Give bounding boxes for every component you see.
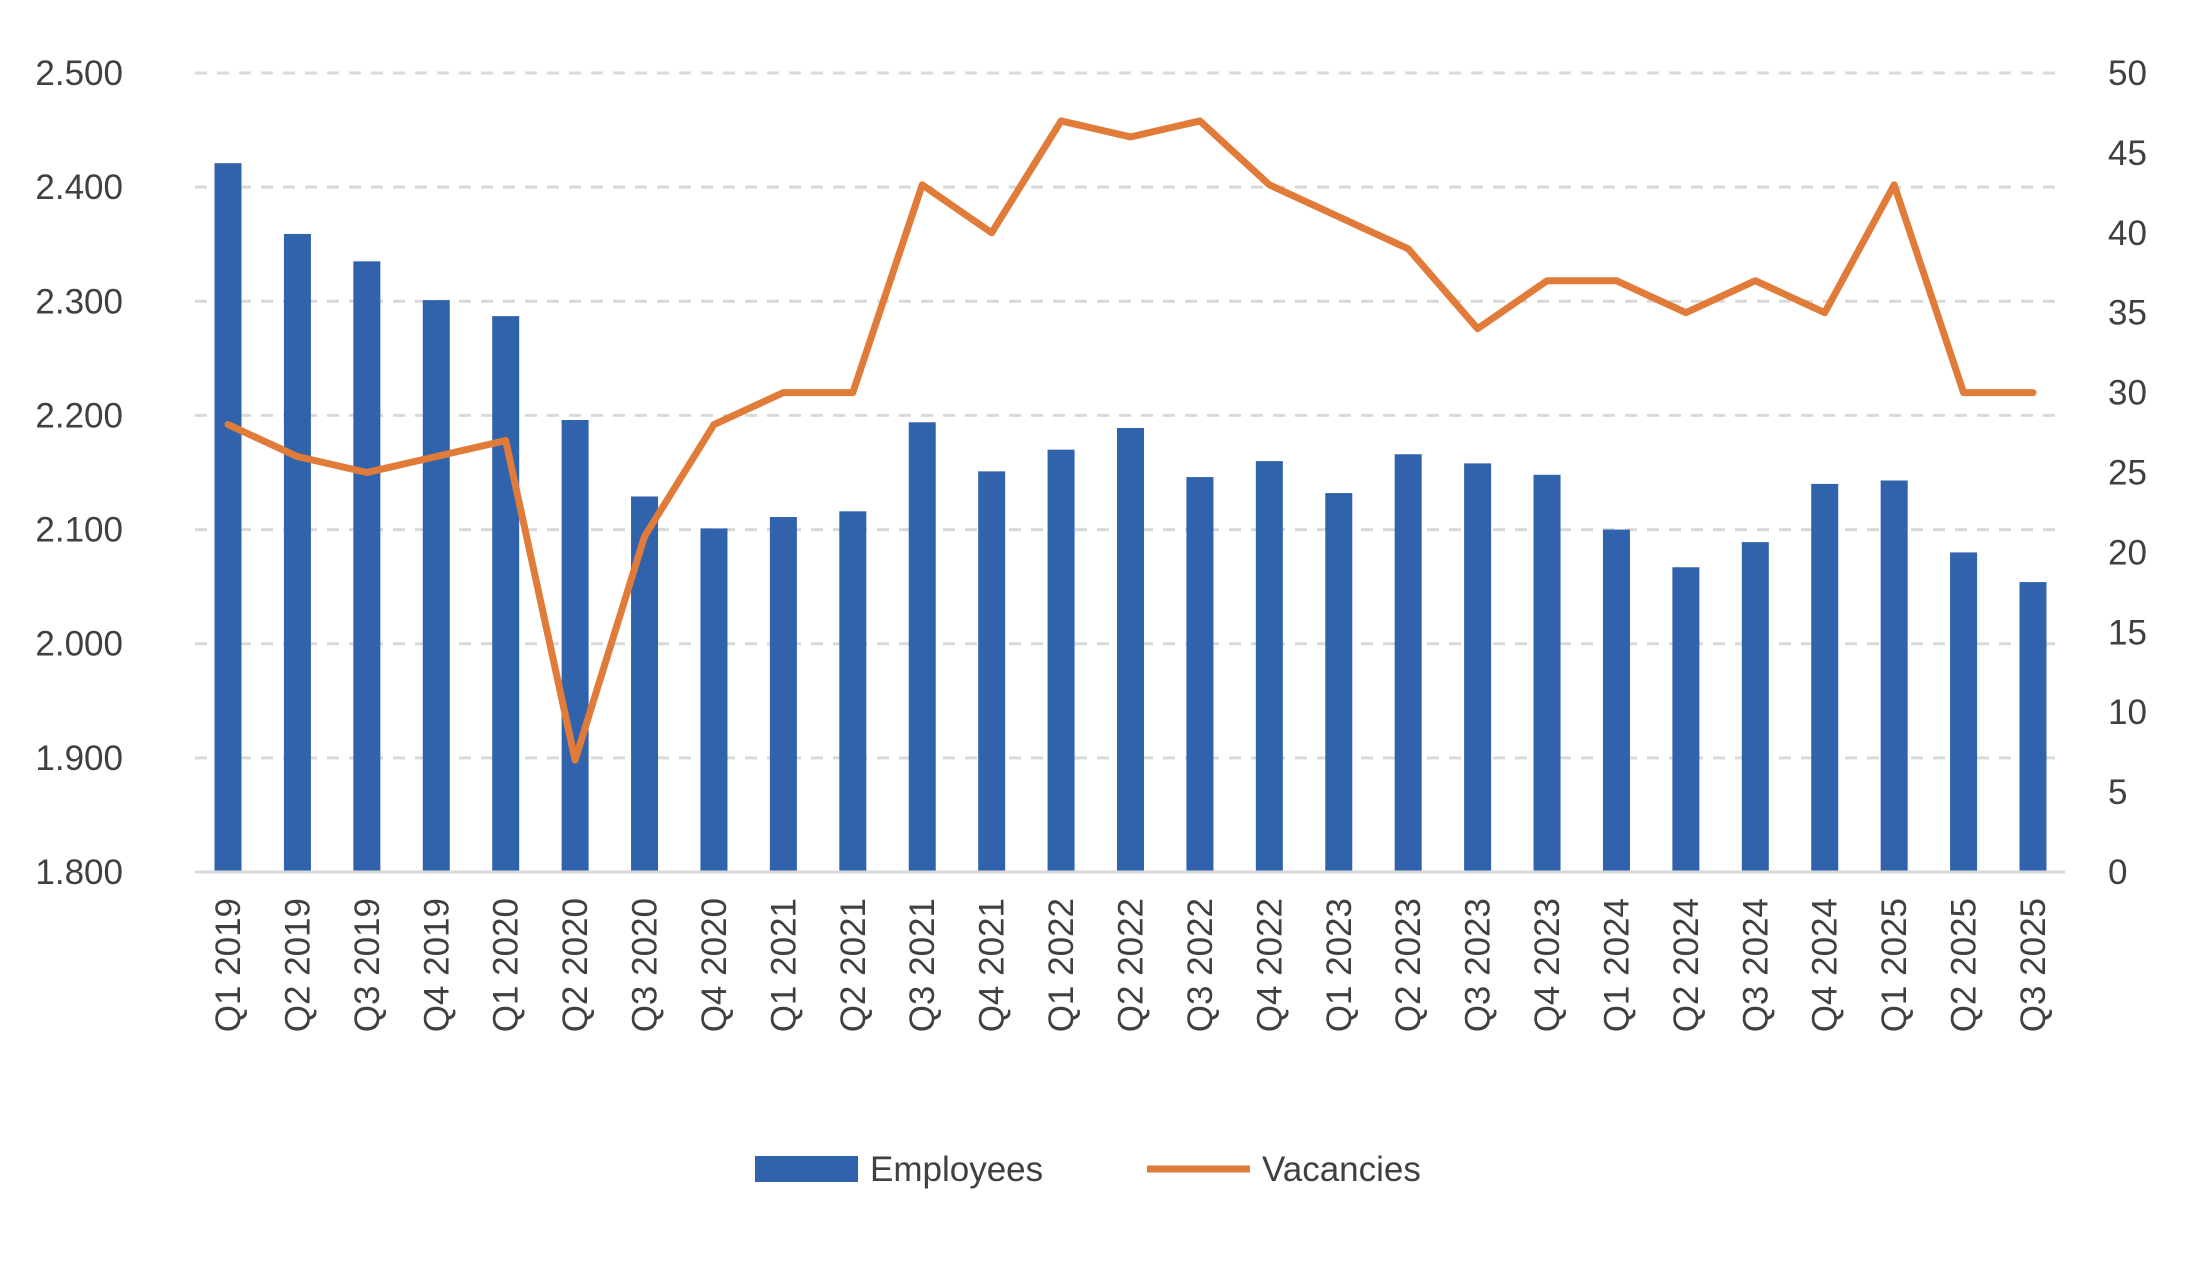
legend-employees-swatch (755, 1156, 858, 1182)
x-tick-label: Q1 2024 (1597, 898, 1636, 1032)
right-axis-ticks: 0 5 10 15 20 25 30 35 40 45 50 (2108, 54, 2147, 892)
right-tick-label: 20 (2108, 533, 2147, 572)
right-tick-label: 35 (2108, 294, 2147, 333)
right-tick-label: 25 (2108, 454, 2147, 493)
employees-bar (1394, 454, 1422, 872)
x-tick-label: Q3 2025 (2014, 898, 2053, 1032)
x-tick-label: Q3 2024 (1736, 898, 1775, 1032)
employees-bar (1325, 493, 1353, 872)
x-tick-label: Q4 2021 (973, 898, 1012, 1032)
employees-bar (1533, 474, 1561, 872)
right-tick-label: 10 (2108, 693, 2147, 732)
x-tick-label: Q4 2019 (417, 898, 456, 1032)
x-tick-label: Q4 2023 (1528, 898, 1567, 1032)
employees-bar (769, 517, 797, 872)
vacancies-line-group (224, 117, 2037, 764)
x-tick-label: Q4 2022 (1250, 898, 1289, 1032)
employees-bar (1741, 542, 1769, 872)
x-tick-label: Q4 2020 (695, 898, 734, 1032)
left-axis-ticks: 1.800 1.900 2.000 2.100 2.200 2.300 2.400 2.500 (35, 54, 123, 892)
employees-bar (908, 422, 936, 872)
x-tick-label: Q1 2019 (209, 898, 248, 1032)
employees-bar (1117, 427, 1144, 872)
employees-bars (214, 163, 2047, 873)
right-tick-label: 50 (2108, 54, 2147, 93)
x-tick-label: Q1 2023 (1320, 898, 1359, 1032)
x-tick-label: Q2 2024 (1667, 898, 1706, 1032)
left-tick-label: 2.100 (35, 511, 123, 550)
x-tick-label: Q3 2020 (626, 898, 665, 1032)
right-tick-label: 5 (2108, 773, 2127, 812)
employees-bar (1672, 567, 1700, 872)
x-tick-label: Q1 2022 (1042, 898, 1081, 1032)
x-tick-label: Q3 2019 (348, 898, 387, 1032)
employees-bar (561, 419, 589, 872)
left-tick-label: 2.000 (35, 625, 123, 664)
right-tick-label: 30 (2108, 374, 2147, 413)
left-tick-label: 2.400 (35, 168, 123, 207)
x-tick-label: Q1 2025 (1875, 898, 1914, 1032)
x-tick-label: Q1 2020 (487, 898, 526, 1032)
right-tick-label: 0 (2108, 853, 2127, 892)
x-tick-label: Q2 2023 (1389, 898, 1428, 1032)
employees-bar (1186, 477, 1214, 872)
employees-bar (353, 261, 381, 873)
right-tick-label: 15 (2108, 613, 2147, 652)
x-tick-label: Q2 2022 (1112, 898, 1151, 1032)
employees-bar (1880, 480, 1908, 872)
employees-bar (978, 471, 1006, 872)
x-tick-label: Q3 2021 (903, 898, 942, 1032)
x-tick-label: Q2 2021 (834, 898, 873, 1032)
employees-bar (2019, 582, 2047, 872)
right-tick-label: 40 (2108, 214, 2147, 253)
left-tick-label: 1.800 (35, 853, 123, 892)
right-tick-label: 45 (2108, 134, 2147, 173)
employees-bar (700, 528, 728, 872)
x-tick-label: Q1 2021 (764, 898, 803, 1032)
x-tick-label: Q3 2022 (1181, 898, 1220, 1032)
x-tick-label: Q4 2024 (1806, 898, 1845, 1032)
employees-bar (1047, 449, 1075, 872)
left-tick-label: 2.200 (35, 396, 123, 435)
employees-bar (422, 300, 450, 872)
x-axis-ticks: Q1 2019 Q2 2019 Q3 2019 Q4 2019 Q1 2020 Q2 20… (209, 898, 2053, 1032)
legend-employees-label: Employees (870, 1150, 1043, 1189)
employees-bar (492, 316, 520, 873)
left-tick-label: 1.900 (35, 739, 123, 778)
x-tick-label: Q2 2019 (278, 898, 317, 1032)
employees-bar (1811, 483, 1839, 872)
x-tick-label: Q3 2023 (1459, 898, 1498, 1032)
left-tick-label: 2.500 (35, 54, 123, 93)
employees-bar (631, 496, 659, 872)
employees-bar (839, 511, 867, 872)
employees-bar (1464, 463, 1492, 872)
employees-bar (1950, 552, 1978, 872)
vacancies-line (224, 117, 2037, 764)
employees-bar (214, 163, 242, 872)
legend-vacancies-label: Vacancies (1262, 1150, 1421, 1189)
left-tick-label: 2.300 (35, 282, 123, 321)
x-tick-label: Q2 2020 (556, 898, 595, 1032)
employees-bar (1255, 461, 1283, 872)
employees-bar (283, 233, 311, 873)
legend: Employees Vacancies (755, 1150, 1421, 1189)
x-tick-label: Q2 2025 (1945, 898, 1984, 1032)
employees-bar (1602, 529, 1630, 872)
